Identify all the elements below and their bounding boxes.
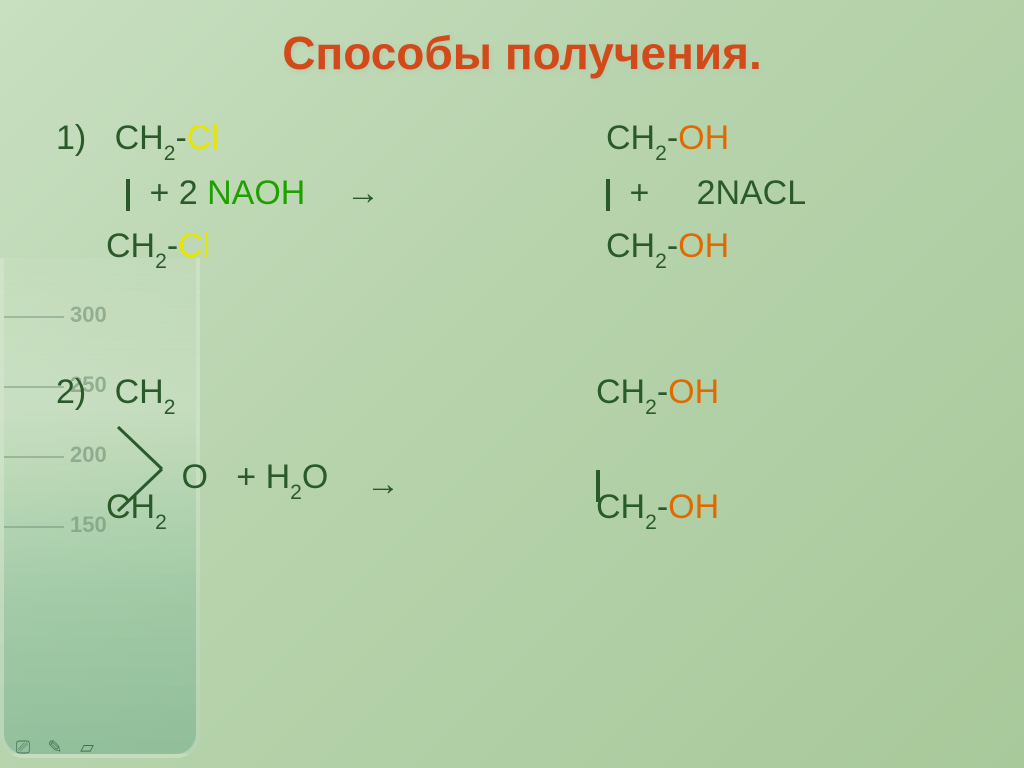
r1-left-l3-cl: Cl <box>178 227 210 265</box>
page-title: Способы получения. <box>56 26 988 80</box>
r1-naoh: NAOH <box>207 174 305 212</box>
r2-right-l3-base: CH <box>596 488 645 526</box>
r1-byproduct: + 2NACL <box>629 174 806 212</box>
r2-epoxide-O: O <box>181 458 207 496</box>
r2-left-l1-base: CH <box>115 373 164 411</box>
r2-right-l1-oh: OH <box>668 373 719 411</box>
reaction-1-label: 1) <box>56 119 86 157</box>
arrow-icon: → <box>346 174 380 212</box>
r1-left-l1-cl: Cl <box>187 119 219 157</box>
r1-left-l1-base: CH <box>115 119 164 157</box>
r1-right-l3-base: CH <box>606 227 655 265</box>
r1-plus2: + 2 <box>149 174 207 212</box>
reaction-2: 2) CH2 CH2-OH O + H2O <box>56 366 988 537</box>
slide-footer-controls: ⎚ ✎ ▱ <box>12 736 98 758</box>
epoxide-bridge-icon <box>112 421 172 517</box>
bond-icon <box>126 179 130 211</box>
reaction-1: 1) CH2-Cl CH2-OH + 2 NAOH → + 2NACL <box>56 112 988 276</box>
menu-icon[interactable]: ⎚ <box>12 736 34 758</box>
pen-icon[interactable]: ✎ <box>44 736 66 758</box>
reaction-2-label: 2) <box>56 373 86 411</box>
arrow-icon: → <box>366 465 400 503</box>
bond-icon <box>606 179 610 211</box>
eraser-icon[interactable]: ▱ <box>76 736 98 758</box>
r2-right-l1-base: CH <box>596 373 645 411</box>
r2-right-l3-oh: OH <box>668 488 719 526</box>
r1-right-l1-oh: OH <box>678 119 729 157</box>
r1-left-l3-base: CH <box>106 227 155 265</box>
r1-right-l1-base: CH <box>606 119 655 157</box>
r1-right-l3-oh: OH <box>678 227 729 265</box>
